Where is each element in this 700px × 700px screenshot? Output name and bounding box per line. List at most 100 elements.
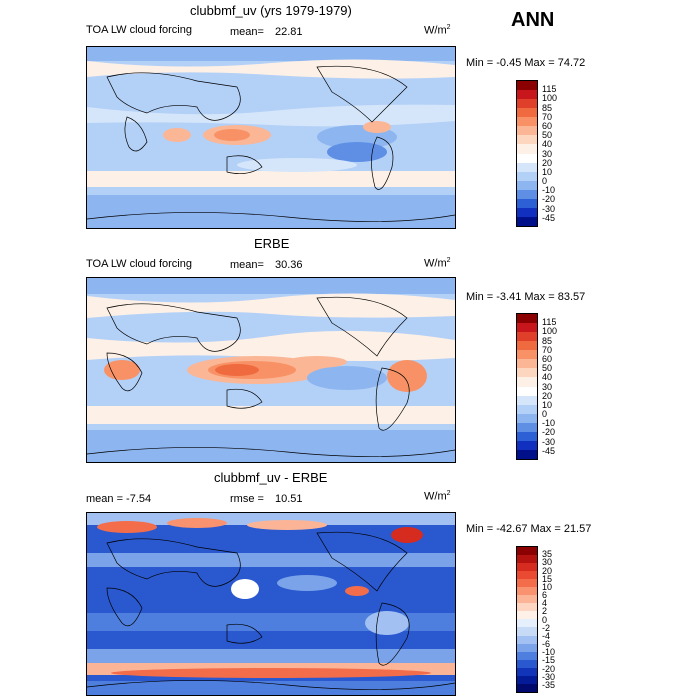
colorbar-cell	[517, 162, 537, 172]
panel-1-mean-value: 22.81	[275, 26, 303, 38]
colorbar-tick-label: -30	[542, 436, 556, 447]
colorbar-cell	[517, 386, 537, 396]
colorbar-cell	[517, 404, 537, 414]
colorbar-tick-label: -45	[542, 445, 556, 456]
panel-3-colorbar-labels: 35 30 20 15 10 6 4 2 0 -2 -4 -6 -10 -15 -20 -30 -35	[542, 546, 572, 693]
colorbar-cell	[517, 117, 537, 127]
colorbar-cell	[517, 144, 537, 154]
colorbar-tick-label: 10	[542, 581, 553, 592]
colorbar-tick-label: -30	[542, 671, 556, 682]
colorbar-cell	[517, 659, 537, 668]
panel-3-rmse-value: 10.51	[275, 493, 303, 505]
colorbar-cell	[517, 108, 537, 118]
colorbar-tick-label: 60	[542, 353, 553, 364]
panel-2-minmax: Min = -3.41 Max = 83.57	[466, 291, 586, 303]
panel-1-map	[86, 46, 456, 229]
panel-2-colorbar	[516, 313, 538, 460]
colorbar-cell	[517, 413, 537, 423]
colorbar-cell	[517, 395, 537, 405]
colorbar-tick-label: 0	[542, 409, 548, 420]
colorbar-tick-label: 35	[542, 549, 553, 560]
colorbar-tick-label: 85	[542, 335, 553, 346]
panel-3-colorbar	[516, 546, 538, 693]
colorbar-tick-label: 70	[542, 111, 553, 122]
colorbar-cell	[517, 153, 537, 163]
colorbar-tick-label: 0	[542, 614, 548, 625]
colorbar-cell	[517, 555, 537, 564]
colorbar-cell	[517, 422, 537, 432]
panel-3-rmse: rmse = 10.51	[230, 493, 303, 505]
colorbar-cell	[517, 314, 537, 324]
colorbar-cell	[517, 171, 537, 181]
colorbar-tick-label: 115	[542, 317, 557, 328]
colorbar-cell	[517, 611, 537, 620]
colorbar-tick-label: 60	[542, 120, 553, 131]
colorbar-tick-label: 20	[542, 565, 553, 576]
colorbar-cell	[517, 341, 537, 351]
colorbar-tick-label: -20	[542, 663, 556, 674]
colorbar-cell	[517, 126, 537, 136]
colorbar-tick-label: 4	[542, 598, 548, 609]
colorbar-cell	[517, 207, 537, 217]
colorbar-cell	[517, 99, 537, 109]
panel-1-units: W/m2	[424, 24, 451, 37]
panel-2-colorbar-labels: 115 100 85 70 60 50 40 30 20 10 0 -10 -20 -30 -45	[542, 313, 572, 460]
panel-1-map-plot	[87, 47, 455, 228]
colorbar-cell	[517, 440, 537, 450]
season-label: ANN	[511, 9, 555, 31]
colorbar-tick-label: 115	[542, 84, 557, 95]
colorbar-tick-label: 20	[542, 390, 553, 401]
panel-3-units: W/m2	[424, 490, 451, 503]
colorbar-cell	[517, 635, 537, 644]
colorbar-tick-label: 50	[542, 130, 553, 141]
colorbar-tick-label: 50	[542, 363, 553, 374]
colorbar-cell	[517, 643, 537, 652]
colorbar-tick-label: -45	[542, 212, 556, 223]
colorbar-tick-label: 6	[542, 590, 548, 600]
colorbar-cell	[517, 135, 537, 145]
colorbar-cell	[517, 627, 537, 636]
colorbar-cell	[517, 571, 537, 580]
colorbar-tick-label: -2	[542, 622, 551, 633]
colorbar-cell	[517, 667, 537, 676]
colorbar-tick-label: -15	[542, 655, 556, 666]
panel-1-variable: TOA LW cloud forcing	[86, 24, 192, 36]
colorbar-cell	[517, 431, 537, 441]
panel-3-rmse-label: rmse =	[230, 493, 264, 505]
colorbar-tick-label: 70	[542, 344, 553, 355]
colorbar-tick-label: 30	[542, 557, 553, 568]
colorbar-cell	[517, 189, 537, 199]
colorbar-tick-label: 85	[542, 102, 553, 113]
panel-1-minmax: Min = -0.45 Max = 74.72	[466, 57, 586, 69]
colorbar-tick-label: -10	[542, 185, 556, 196]
colorbar-cell	[517, 323, 537, 333]
colorbar-cell	[517, 350, 537, 360]
colorbar-cell	[517, 90, 537, 100]
panel-3-title: clubbmf_uv - ERBE	[214, 470, 328, 485]
panel-1-mean-label: mean=	[230, 26, 264, 38]
panel-2-mean-value: 30.36	[275, 259, 303, 271]
colorbar-cell	[517, 359, 537, 369]
colorbar-cell	[517, 216, 537, 226]
colorbar-cell	[517, 81, 537, 91]
panel-1-mean: mean= 22.81	[230, 26, 303, 38]
panel-3-minmax: Min = -42.67 Max = 21.57	[466, 523, 592, 535]
colorbar-cell	[517, 332, 537, 342]
colorbar-tick-label: 15	[542, 573, 553, 584]
colorbar-cell	[517, 619, 537, 628]
colorbar-tick-label: 0	[542, 176, 548, 187]
colorbar-cell	[517, 198, 537, 208]
colorbar-tick-label: 100	[542, 326, 558, 337]
colorbar-tick-label: 100	[542, 93, 558, 104]
colorbar-tick-label: 20	[542, 157, 553, 168]
colorbar-tick-label: 10	[542, 166, 553, 177]
colorbar-cell	[517, 603, 537, 612]
colorbar-tick-label: -10	[542, 418, 556, 429]
colorbar-cell	[517, 587, 537, 596]
colorbar-tick-label: -35	[542, 679, 556, 690]
panel-2-map	[86, 277, 456, 463]
panel-2-units: W/m2	[424, 257, 451, 270]
colorbar-tick-label: 30	[542, 148, 553, 159]
panel-1-colorbar	[516, 80, 538, 227]
colorbar-cell	[517, 449, 537, 459]
